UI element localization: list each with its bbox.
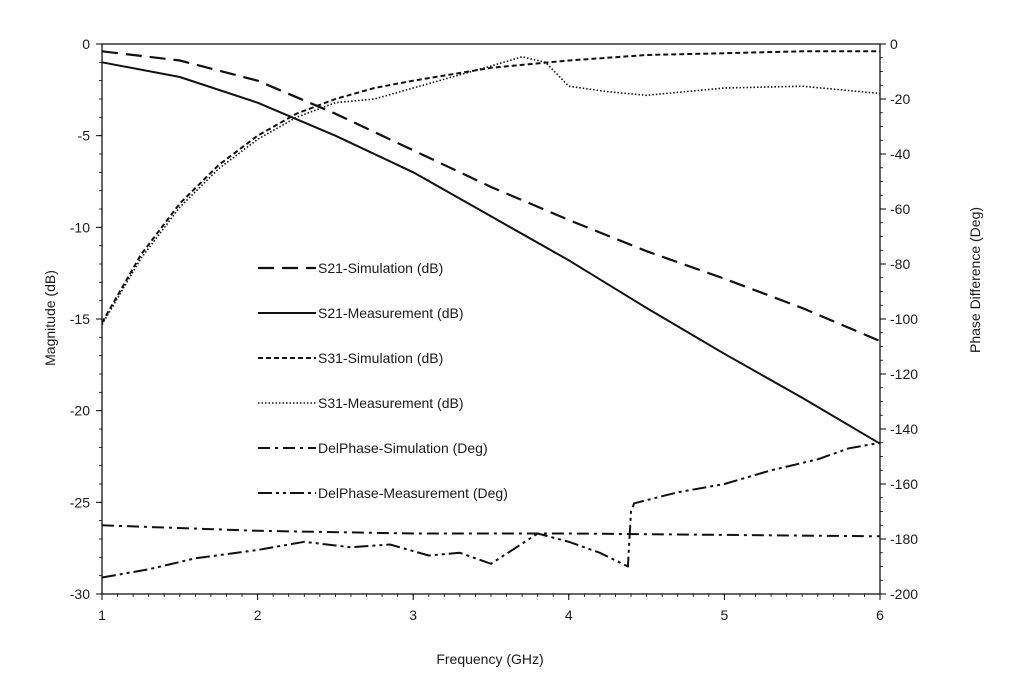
y-axis-right-title: Phase Difference (Deg)	[967, 207, 983, 353]
y-right-tick-label: -40	[890, 146, 910, 162]
y-axis-left-title: Magnitude (dB)	[42, 270, 58, 366]
y-right-tick-label: -100	[890, 311, 918, 327]
y-right-tick-label: 0	[890, 36, 898, 52]
legend-label-delphase-measurement-deg: DelPhase-Measurement (Deg)	[318, 485, 508, 501]
y-right-tick-label: -160	[890, 476, 918, 492]
y-left-tick-label: -25	[70, 494, 90, 510]
y-left-tick-label: 0	[82, 36, 90, 52]
y-right-tick-label: -140	[890, 421, 918, 437]
y-left-tick-label: -5	[78, 128, 91, 144]
y-right-tick-label: -200	[890, 586, 918, 602]
y-left-tick-label: -30	[70, 586, 90, 602]
x-axis-title: Frequency (GHz)	[436, 651, 543, 667]
x-tick-label: 3	[409, 607, 417, 623]
x-tick-label: 1	[98, 607, 106, 623]
axis-ticks: 1 2 3 4 5 6 0 -5 -10 -15 -20 -25 -30 0 -20 -40 -60 -80 -10…	[70, 36, 918, 623]
y-left-tick-label: -20	[70, 403, 90, 419]
legend-label-s21-measurement-db: S21-Measurement (dB)	[318, 305, 464, 321]
y-right-tick-label: -180	[890, 531, 918, 547]
y-right-tick-label: -120	[890, 366, 918, 382]
legend-label-s21-simulation-db: S21-Simulation (dB)	[318, 260, 443, 276]
x-tick-label: 4	[565, 607, 573, 623]
series-line-delphase-simulation-deg	[101, 524, 881, 538]
x-tick-label: 6	[876, 607, 884, 623]
y-left-tick-label: -10	[70, 219, 90, 235]
series-line-s31-measurement-db	[101, 55, 881, 325]
legend-label-s31-simulation-db: S31-Simulation (dB)	[318, 350, 443, 366]
legend-label-delphase-simulation-deg: DelPhase-Simulation (Deg)	[318, 440, 488, 456]
legend-label-s31-measurement-db: S31-Measurement (dB)	[318, 395, 464, 411]
series-lines	[101, 50, 881, 579]
y-left-tick-label: -15	[70, 311, 90, 327]
series-line-s31-simulation-db	[101, 50, 880, 324]
y-right-tick-label: -20	[890, 91, 910, 107]
series-line-s21-simulation-db	[101, 50, 881, 343]
series-line-s21-measurement-db	[101, 61, 881, 445]
x-tick-label: 5	[721, 607, 729, 623]
axes-frame	[101, 43, 881, 595]
legend: S21-Simulation (dB) S21-Measurement (dB) S…	[258, 260, 508, 501]
y-right-tick-label: -80	[890, 256, 910, 272]
plot-frame	[101, 43, 881, 595]
series-line-delphase-measurement-deg	[101, 441, 881, 579]
x-tick-label: 2	[254, 607, 262, 623]
y-right-tick-label: -60	[890, 201, 910, 217]
